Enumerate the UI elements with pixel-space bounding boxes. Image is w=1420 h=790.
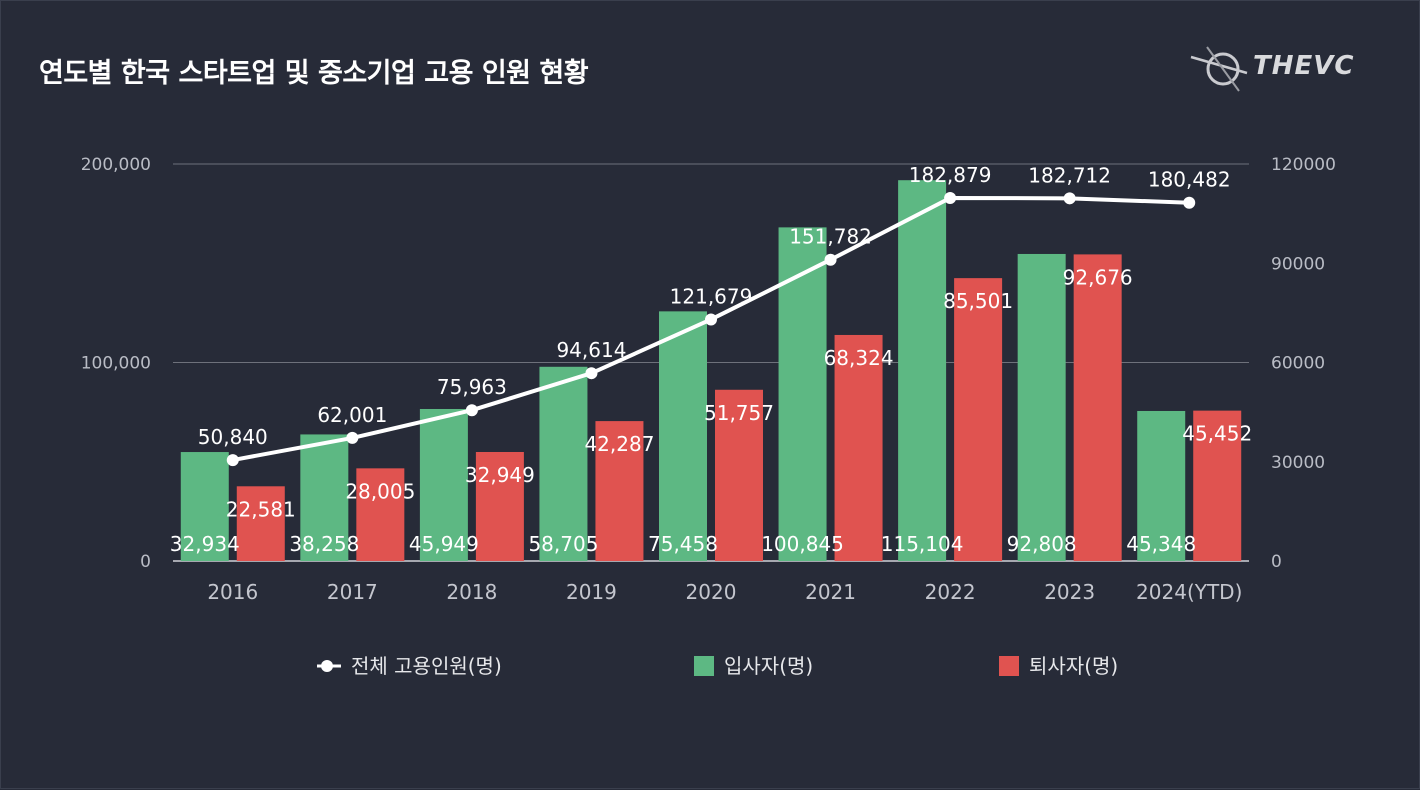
hires-data-label: 38,258 bbox=[289, 532, 359, 556]
category-label: 2024(YTD) bbox=[1136, 580, 1242, 604]
right-axis-tick-label: 60000 bbox=[1271, 354, 1325, 374]
hires-data-label: 32,934 bbox=[170, 532, 240, 556]
total-employees-data-label: 62,001 bbox=[317, 403, 387, 427]
resigns-data-label: 32,949 bbox=[465, 463, 535, 487]
category-label: 2020 bbox=[686, 580, 737, 604]
resigns-data-label: 28,005 bbox=[345, 479, 415, 503]
resigns-data-label: 45,452 bbox=[1182, 422, 1252, 446]
right-axis-ticks: 0 30000 60000 90000 120000 bbox=[1271, 155, 1336, 572]
legend-label-hires: 입사자(명) bbox=[724, 654, 813, 678]
category-label: 2023 bbox=[1044, 580, 1095, 604]
resigns-data-label: 42,287 bbox=[584, 432, 654, 456]
hires-data-label: 92,808 bbox=[1007, 532, 1077, 556]
total-employees-point bbox=[585, 367, 598, 380]
hires-bar bbox=[659, 311, 707, 561]
line-series bbox=[226, 191, 1196, 467]
hires-data-label: 115,104 bbox=[881, 532, 964, 556]
total-employees-point bbox=[705, 313, 717, 326]
category-label: 2019 bbox=[566, 580, 617, 604]
hires-bar bbox=[778, 227, 827, 561]
resigns-bar bbox=[834, 334, 883, 561]
page-title: 연도별 한국 스타트업 및 중소기업 고용 인원 현황 bbox=[39, 58, 589, 89]
resigns-bar bbox=[236, 486, 285, 561]
left-axis-tick-label: 100,000 bbox=[81, 354, 151, 374]
hires-bar bbox=[539, 366, 588, 561]
total-employees-data-label: 75,963 bbox=[437, 375, 507, 399]
category-label: 2021 bbox=[805, 580, 856, 604]
category-label: 2018 bbox=[446, 580, 497, 604]
bars bbox=[180, 180, 1242, 561]
category-labels: 2016 2017 2018 2019 2020 2021 2022 2023 2024(YTD… bbox=[207, 580, 1242, 604]
resigns-bar bbox=[1073, 254, 1122, 561]
bar-data-labels: 32,934 22,581 38,258 28,005 45,949 32,949 58,7… bbox=[170, 265, 1252, 556]
left-axis-tick-label: 200,000 bbox=[81, 155, 151, 175]
legend-label-resigns: 퇴사자(명) bbox=[1029, 654, 1118, 678]
resigns-data-label: 85,501 bbox=[943, 289, 1013, 313]
total-employees-data-label: 182,712 bbox=[1028, 163, 1111, 187]
hires-data-label: 100,845 bbox=[761, 532, 844, 556]
right-axis-tick-label: 90000 bbox=[1271, 254, 1325, 274]
total-employees-data-label: 121,679 bbox=[670, 284, 753, 308]
right-axis-tick-label: 120000 bbox=[1271, 155, 1336, 175]
hires-bar bbox=[898, 180, 947, 561]
legend-hires-swatch bbox=[694, 656, 714, 676]
total-employees-data-label: 94,614 bbox=[556, 338, 626, 362]
grid-lines bbox=[173, 163, 1249, 562]
hires-data-label: 45,348 bbox=[1126, 532, 1196, 556]
resigns-data-label: 92,676 bbox=[1063, 265, 1133, 289]
legend: 전체 고용인원(명) 입사자(명) 퇴사자(명) bbox=[317, 654, 1118, 678]
resigns-bar bbox=[954, 278, 1003, 561]
total-employees-data-label: 180,482 bbox=[1148, 168, 1231, 192]
resigns-data-label: 22,581 bbox=[226, 497, 296, 521]
legend-resigns-swatch bbox=[999, 656, 1019, 676]
category-label: 2017 bbox=[327, 580, 378, 604]
resigns-data-label: 68,324 bbox=[824, 346, 894, 370]
right-axis-tick-label: 30000 bbox=[1271, 453, 1325, 473]
thevc-logo-icon bbox=[1190, 46, 1248, 92]
right-axis-tick-label: 0 bbox=[1271, 552, 1282, 572]
category-label: 2022 bbox=[925, 580, 976, 604]
left-axis-ticks: 0 100,000 200,000 bbox=[81, 155, 151, 572]
hires-data-label: 58,705 bbox=[528, 532, 598, 556]
category-label: 2016 bbox=[207, 580, 258, 604]
total-employees-point bbox=[1183, 196, 1196, 209]
hires-bar bbox=[180, 452, 229, 561]
total-employees-point bbox=[1063, 192, 1076, 205]
logo-text: THEVC bbox=[1253, 51, 1355, 81]
resigns-bar bbox=[356, 468, 405, 561]
line-data-labels: 50,840 62,001 75,963 94,614 121,679 151,782 18… bbox=[198, 163, 1231, 449]
hires-bar bbox=[1137, 410, 1186, 561]
hires-data-label: 45,949 bbox=[409, 532, 479, 556]
hires-data-label: 75,458 bbox=[648, 532, 718, 556]
total-employees-point bbox=[226, 454, 239, 467]
legend-label-total: 전체 고용인원(명) bbox=[351, 654, 502, 678]
resigns-bar bbox=[1193, 410, 1242, 561]
hires-bar bbox=[1017, 253, 1066, 561]
hires-bar bbox=[419, 408, 468, 561]
left-axis-tick-label: 0 bbox=[140, 552, 151, 572]
resigns-bar bbox=[475, 451, 524, 561]
total-employees-point bbox=[944, 191, 957, 204]
resigns-bar bbox=[715, 389, 763, 561]
total-employees-data-label: 151,782 bbox=[789, 225, 872, 249]
resigns-data-label: 51,757 bbox=[704, 401, 774, 425]
hires-bar bbox=[300, 434, 349, 561]
total-employees-data-label: 182,879 bbox=[909, 163, 992, 187]
total-employees-data-label: 50,840 bbox=[198, 425, 268, 449]
total-employees-point bbox=[346, 431, 359, 444]
total-employees-point bbox=[824, 253, 837, 266]
total-employees-point bbox=[465, 404, 478, 417]
legend-line-point bbox=[321, 660, 333, 672]
resigns-bar bbox=[595, 421, 644, 561]
